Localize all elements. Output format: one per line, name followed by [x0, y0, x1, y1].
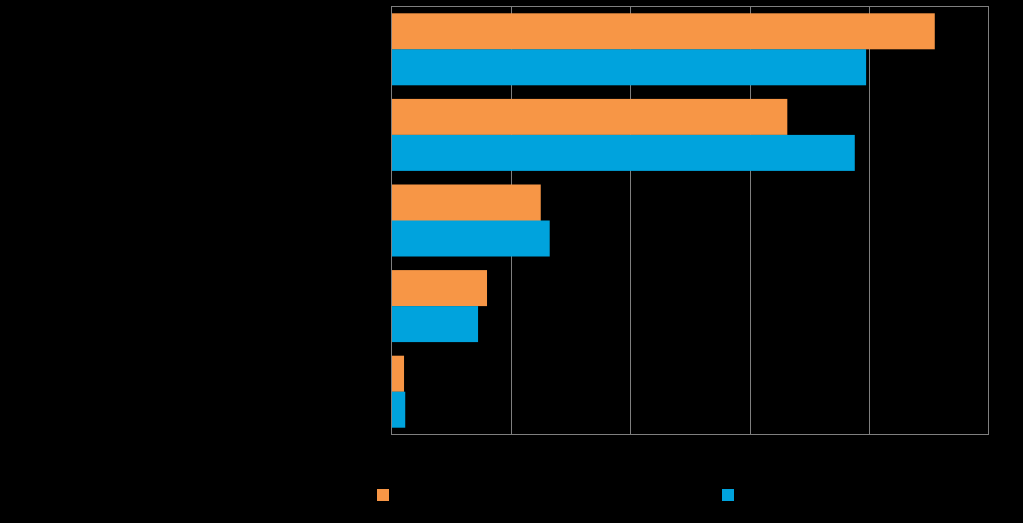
plot-area-border: [391, 6, 989, 435]
bar-series-2-category-5: [391, 391, 406, 428]
legend-item-series-1: [377, 489, 397, 501]
legend-swatch-series-1: [377, 489, 389, 501]
bars: [391, 13, 935, 428]
bar-series-2-category-1: [391, 49, 867, 86]
bar-series-1-category-1: [391, 13, 935, 50]
legend-item-series-2: [722, 489, 742, 501]
bar-series-2-category-3: [391, 220, 550, 257]
bar-series-1-category-3: [391, 184, 541, 221]
legend-swatch-series-2: [722, 489, 734, 501]
bar-series-1-category-5: [391, 355, 405, 392]
bar-series-2-category-4: [391, 306, 479, 343]
bar-series-1-category-4: [391, 270, 488, 307]
bar-series-2-category-2: [391, 134, 855, 171]
bar-series-1-category-2: [391, 98, 788, 135]
